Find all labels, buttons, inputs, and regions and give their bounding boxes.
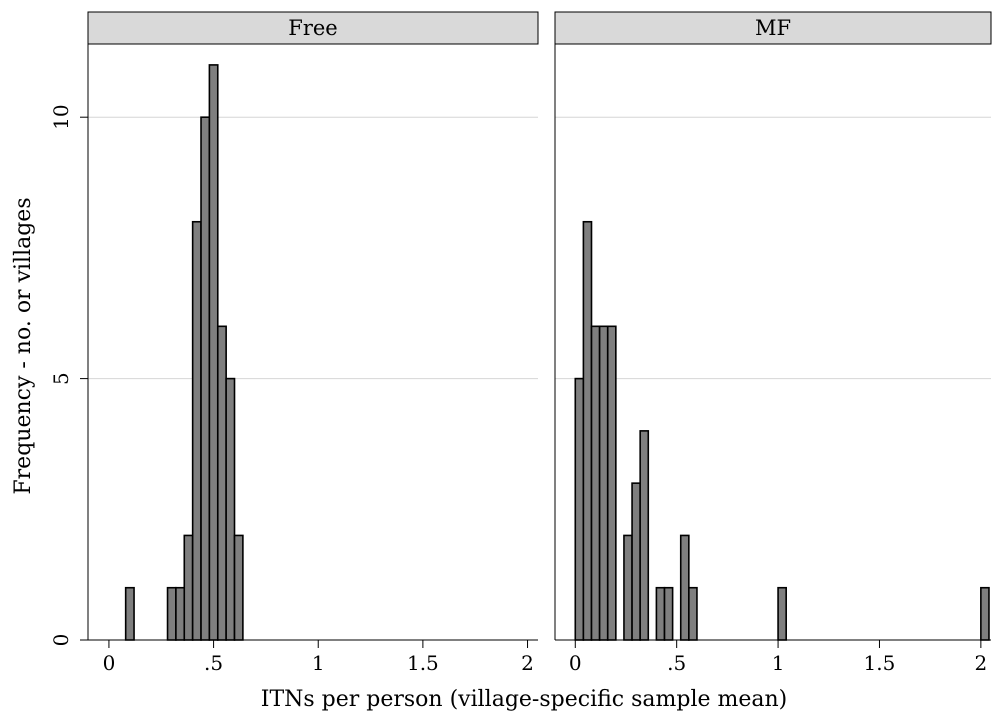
histogram-bar	[216, 325, 227, 641]
panel-title: Free	[288, 16, 337, 40]
histogram-bar	[208, 64, 219, 641]
histogram-bar	[663, 586, 674, 641]
histogram-bar	[631, 482, 641, 641]
histogram-bar	[574, 377, 585, 641]
x-tick-label: .5	[667, 651, 686, 675]
x-tick-label: 1	[312, 651, 325, 675]
y-tick-label: 5	[49, 372, 73, 385]
panel-strip	[554, 11, 992, 45]
histogram-bar	[679, 534, 690, 641]
histogram-bar	[598, 325, 609, 641]
histogram-bar	[980, 586, 990, 641]
histogram-bar	[191, 220, 202, 641]
histogram-bar	[639, 430, 650, 641]
histogram-bar	[688, 586, 698, 641]
panel-title: MF	[755, 16, 791, 40]
histogram-bar	[175, 586, 186, 641]
histogram-bar	[777, 586, 787, 641]
histogram-bar	[606, 325, 617, 641]
histogram-bar	[233, 534, 244, 641]
histogram-bar	[200, 116, 211, 641]
x-tick-label: 2	[974, 651, 987, 675]
histogram-bar	[582, 220, 593, 641]
y-axis-label: Frequency - no. or villages	[11, 197, 36, 494]
x-axis-label: ITNs per person (village-specific sample…	[261, 687, 788, 712]
x-tick-label: 0	[569, 651, 582, 675]
x-tick-label: 1.5	[407, 651, 439, 675]
histogram-bar	[655, 586, 666, 641]
panel-mf: MF 0 .5 1 1.5 2	[554, 11, 992, 675]
panel-free: Free 0 .5 1 1.5 2 0 5 10	[49, 11, 539, 675]
x-tick-label: 0	[103, 651, 116, 675]
histogram-bar	[590, 325, 601, 641]
histogram-bar	[225, 377, 236, 641]
histogram-bar	[623, 534, 633, 641]
x-tick-label: .5	[204, 651, 223, 675]
histogram-bar	[166, 586, 177, 641]
y-tick-label: 10	[49, 104, 73, 129]
x-tick-label: 1.5	[864, 651, 896, 675]
y-tick-label: 0	[49, 634, 73, 647]
x-tick-label: 1	[772, 651, 785, 675]
histogram-bar	[183, 534, 194, 641]
histogram-bar	[124, 586, 135, 641]
x-tick-label: 2	[521, 651, 534, 675]
panel-strip	[87, 11, 539, 45]
